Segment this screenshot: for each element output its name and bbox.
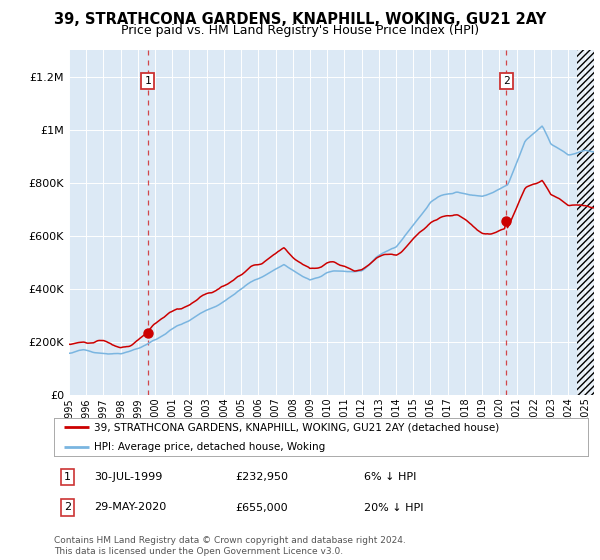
Text: 39, STRATHCONA GARDENS, KNAPHILL, WOKING, GU21 2AY (detached house): 39, STRATHCONA GARDENS, KNAPHILL, WOKING… — [94, 422, 499, 432]
Text: £232,950: £232,950 — [236, 472, 289, 482]
Text: HPI: Average price, detached house, Woking: HPI: Average price, detached house, Woki… — [94, 442, 325, 452]
Text: Contains HM Land Registry data © Crown copyright and database right 2024.
This d: Contains HM Land Registry data © Crown c… — [54, 536, 406, 556]
Text: Price paid vs. HM Land Registry's House Price Index (HPI): Price paid vs. HM Land Registry's House … — [121, 24, 479, 37]
Text: 2: 2 — [64, 502, 71, 512]
Text: 20% ↓ HPI: 20% ↓ HPI — [364, 502, 423, 512]
Text: 1: 1 — [145, 76, 151, 86]
Bar — [577, 50, 594, 395]
Text: 1: 1 — [64, 472, 71, 482]
Text: 29-MAY-2020: 29-MAY-2020 — [94, 502, 166, 512]
Text: 2: 2 — [503, 76, 510, 86]
Text: 30-JUL-1999: 30-JUL-1999 — [94, 472, 163, 482]
Text: £655,000: £655,000 — [236, 502, 288, 512]
Text: 39, STRATHCONA GARDENS, KNAPHILL, WOKING, GU21 2AY: 39, STRATHCONA GARDENS, KNAPHILL, WOKING… — [54, 12, 546, 27]
Text: 6% ↓ HPI: 6% ↓ HPI — [364, 472, 416, 482]
